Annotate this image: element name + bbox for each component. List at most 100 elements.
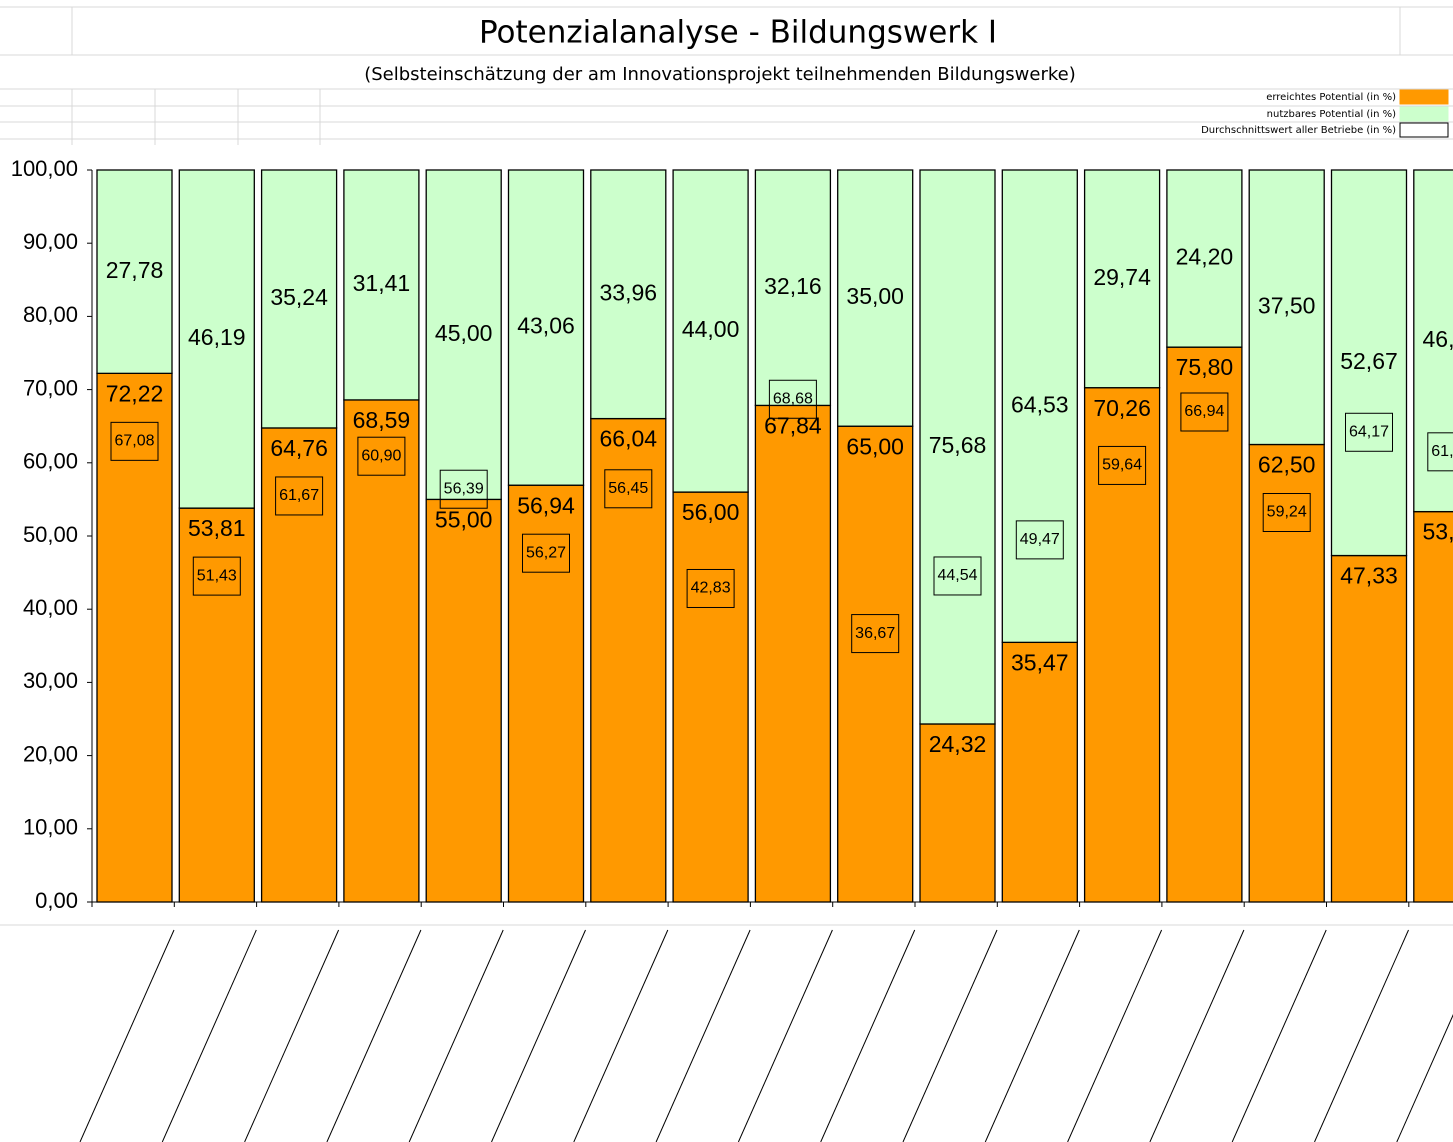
value-label: 53,33 <box>1423 519 1453 545</box>
chart-title: Potenzialanalyse - Bildungswerk I <box>479 15 997 51</box>
bar-segment <box>1330 169 1408 557</box>
legend-label: erreichtes Potential (in %) <box>1266 92 1396 103</box>
value-label: 72,22 <box>106 380 164 406</box>
average-marker <box>851 614 900 654</box>
value-label: 70,26 <box>1093 395 1151 421</box>
category-divider <box>902 929 998 1142</box>
value-label: 68,59 <box>353 407 411 433</box>
average-marker <box>1098 445 1147 485</box>
average-label: 51,43 <box>197 567 237 584</box>
chart-subtitle: (Selbsteinschätzung der am Innovationspr… <box>364 64 1076 85</box>
category-divider <box>655 929 751 1142</box>
bar-segment <box>1413 510 1453 903</box>
average-marker <box>686 568 735 608</box>
value-label: 64,53 <box>1011 391 1069 417</box>
category-divider <box>1231 929 1327 1142</box>
average-marker <box>1015 520 1064 560</box>
bar-segment <box>1083 169 1161 389</box>
bar-segment <box>343 169 420 401</box>
y-tick-label: 20,00 <box>23 741 78 766</box>
bar-segment <box>1166 169 1243 348</box>
bar-segment <box>919 723 996 903</box>
value-label: 27,78 <box>106 257 164 283</box>
bar-segment <box>1248 443 1325 903</box>
bar-segment <box>1166 346 1243 903</box>
bar-segment <box>96 372 173 903</box>
average-label: 56,45 <box>608 480 648 497</box>
value-label: 55,00 <box>435 506 493 532</box>
y-tick-label: 60,00 <box>23 449 78 474</box>
value-label: 24,20 <box>1176 244 1234 270</box>
bar-segment <box>425 498 502 903</box>
legend-label: nutzbares Potential (in %) <box>1267 109 1396 120</box>
category-divider <box>79 929 175 1142</box>
y-tick-label: 0,00 <box>35 888 78 913</box>
legend-swatch <box>1399 106 1449 122</box>
average-label: 64,17 <box>1349 423 1389 440</box>
average-label: 66,94 <box>1184 403 1224 420</box>
average-marker <box>1345 412 1393 452</box>
bar-segment <box>837 169 914 427</box>
bar-segment <box>590 417 667 903</box>
value-label: 35,24 <box>270 284 328 310</box>
bar-segment <box>260 169 338 429</box>
value-label: 56,94 <box>517 492 575 518</box>
bar-segment <box>1001 641 1078 903</box>
category-divider <box>1314 929 1409 1142</box>
sheet-grid <box>0 6 1453 926</box>
average-marker <box>1180 392 1229 432</box>
average-label: 61,50 <box>1431 443 1453 460</box>
y-tick-label: 80,00 <box>23 302 78 327</box>
value-label: 43,06 <box>517 313 575 339</box>
bar-segment <box>837 425 914 903</box>
bar-segment <box>343 399 420 903</box>
y-tick-label: 70,00 <box>23 375 78 400</box>
average-marker <box>110 421 159 461</box>
category-divider <box>491 929 586 1142</box>
value-label: 32,16 <box>764 273 822 299</box>
bar-segment <box>507 169 585 486</box>
category-divider <box>1067 929 1163 1142</box>
bar-segment <box>96 169 173 374</box>
value-label: 65,00 <box>846 433 904 459</box>
value-label: 35,00 <box>846 283 904 309</box>
category-divider <box>326 929 422 1142</box>
average-label: 36,67 <box>855 625 895 642</box>
average-marker <box>933 556 982 596</box>
bar-segment <box>590 169 667 420</box>
value-label: 33,96 <box>600 279 658 305</box>
average-label: 42,83 <box>691 580 731 597</box>
legend-label: Durchschnittswert aller Betriebe (in %) <box>1201 125 1396 136</box>
average-marker <box>1427 432 1453 472</box>
bar-segment <box>178 169 255 509</box>
value-label: 66,04 <box>600 426 658 452</box>
category-divider <box>1149 929 1245 1142</box>
bar-segment <box>754 404 832 903</box>
average-label: 61,67 <box>279 487 319 504</box>
value-label: 62,50 <box>1258 452 1316 478</box>
y-tick-label: 10,00 <box>23 815 78 840</box>
y-tick-label: 90,00 <box>23 229 78 254</box>
average-label: 59,64 <box>1102 457 1142 474</box>
category-divider <box>244 929 340 1142</box>
average-label: 59,24 <box>1267 504 1307 521</box>
average-marker <box>275 476 324 516</box>
y-tick-label: 40,00 <box>23 595 78 620</box>
value-label: 75,80 <box>1176 354 1234 380</box>
average-marker <box>768 379 817 419</box>
bar-segment <box>260 427 338 903</box>
value-label: 75,68 <box>929 432 987 458</box>
bar-segment <box>507 484 585 903</box>
value-label: 56,00 <box>682 499 740 525</box>
average-label: 44,54 <box>937 567 977 584</box>
y-tick-label: 50,00 <box>23 522 78 547</box>
average-marker <box>192 556 241 596</box>
value-label: 46,19 <box>188 324 246 350</box>
bar-segment <box>1413 169 1453 513</box>
value-label: 47,33 <box>1340 563 1398 589</box>
category-divider <box>820 929 916 1142</box>
average-marker <box>522 533 570 573</box>
average-marker <box>604 469 653 509</box>
